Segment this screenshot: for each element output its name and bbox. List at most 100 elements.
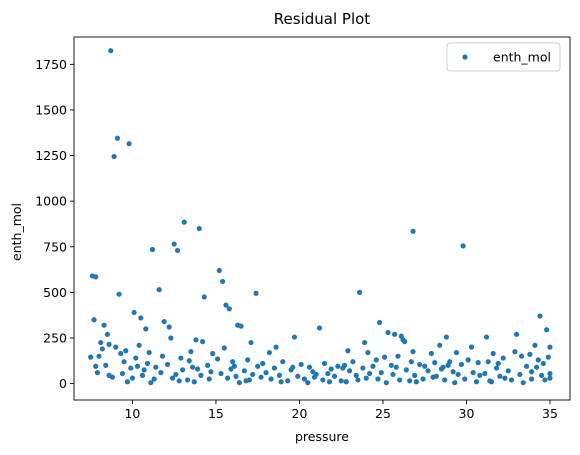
y-tick-label: 1250 bbox=[35, 148, 67, 163]
legend: enth_mol bbox=[446, 42, 561, 72]
data-point bbox=[250, 371, 256, 378]
data-point bbox=[199, 339, 206, 345]
data-point bbox=[96, 353, 102, 359]
data-point bbox=[462, 376, 468, 382]
data-point bbox=[173, 371, 179, 378]
data-point bbox=[547, 375, 553, 381]
data-point bbox=[230, 359, 236, 365]
data-point bbox=[508, 377, 515, 383]
data-point bbox=[502, 375, 508, 381]
data-point bbox=[470, 370, 476, 376]
data-point bbox=[410, 228, 416, 234]
data-point bbox=[361, 339, 368, 346]
data-point bbox=[114, 135, 121, 141]
data-point bbox=[290, 364, 296, 370]
data-point bbox=[138, 315, 144, 321]
data-point bbox=[465, 357, 471, 363]
data-point bbox=[166, 324, 172, 330]
data-point bbox=[373, 357, 379, 363]
data-point bbox=[346, 368, 353, 374]
data-point bbox=[402, 339, 408, 345]
data-point bbox=[205, 362, 211, 368]
y-tick-label: 250 bbox=[43, 330, 67, 345]
data-point bbox=[301, 376, 308, 382]
data-point bbox=[194, 366, 201, 372]
data-point bbox=[321, 360, 328, 367]
data-point bbox=[210, 350, 216, 357]
data-point bbox=[141, 367, 147, 373]
data-point bbox=[378, 370, 384, 376]
data-point bbox=[123, 348, 129, 354]
data-point bbox=[101, 322, 107, 328]
data-point bbox=[306, 364, 313, 370]
data-point bbox=[316, 325, 323, 331]
data-point bbox=[258, 374, 264, 380]
legend-marker bbox=[462, 54, 468, 60]
data-point bbox=[353, 372, 359, 378]
data-point bbox=[483, 334, 490, 340]
data-point bbox=[94, 370, 100, 376]
data-point bbox=[153, 364, 159, 370]
x-tick-label: 25 bbox=[375, 406, 391, 421]
data-point bbox=[528, 376, 535, 382]
data-point bbox=[248, 339, 254, 346]
data-point bbox=[134, 363, 141, 369]
data-point bbox=[188, 349, 194, 355]
data-point bbox=[482, 370, 488, 377]
data-point bbox=[108, 48, 114, 54]
data-point bbox=[370, 363, 376, 369]
data-point bbox=[537, 313, 543, 319]
data-point bbox=[126, 141, 132, 147]
data-point bbox=[473, 379, 480, 385]
y-axis-label: enth_mol bbox=[9, 203, 24, 261]
data-point bbox=[453, 349, 460, 356]
data-point bbox=[271, 365, 278, 371]
data-point bbox=[193, 337, 199, 343]
data-point bbox=[129, 375, 136, 381]
legend-label: enth_mol bbox=[493, 50, 551, 65]
data-point bbox=[518, 353, 525, 359]
chart-title: Residual Plot bbox=[274, 10, 371, 28]
data-point bbox=[528, 369, 535, 375]
data-point bbox=[148, 380, 154, 386]
x-tick-label: 30 bbox=[459, 406, 475, 421]
data-point bbox=[171, 241, 177, 247]
data-point bbox=[488, 379, 495, 385]
data-point bbox=[390, 371, 396, 378]
data-point bbox=[365, 349, 371, 356]
data-point bbox=[428, 350, 434, 357]
data-point bbox=[542, 377, 548, 383]
data-point bbox=[495, 360, 501, 367]
y-tick-label: 750 bbox=[43, 239, 67, 254]
data-point bbox=[220, 278, 226, 285]
data-point bbox=[455, 371, 461, 378]
data-point bbox=[477, 372, 483, 378]
data-point bbox=[450, 369, 456, 375]
data-point bbox=[345, 348, 351, 354]
plot-frame bbox=[73, 36, 571, 401]
data-point bbox=[512, 349, 518, 355]
data-point bbox=[475, 360, 481, 366]
data-point bbox=[547, 370, 553, 377]
data-point bbox=[413, 379, 419, 385]
x-tick-label: 10 bbox=[124, 406, 140, 421]
data-point bbox=[338, 378, 344, 384]
data-point bbox=[523, 363, 530, 369]
data-point bbox=[88, 354, 94, 360]
data-point bbox=[99, 346, 105, 352]
data-point bbox=[111, 153, 117, 160]
data-point bbox=[255, 363, 261, 369]
data-point bbox=[168, 335, 174, 341]
data-point bbox=[156, 287, 162, 293]
data-point bbox=[500, 355, 506, 361]
data-point bbox=[146, 349, 152, 356]
data-point bbox=[505, 368, 511, 374]
data-point bbox=[417, 361, 423, 368]
data-point bbox=[305, 380, 311, 386]
data-point bbox=[161, 318, 167, 325]
data-point bbox=[128, 365, 134, 371]
data-point bbox=[106, 341, 112, 347]
data-point bbox=[493, 365, 500, 371]
data-point bbox=[540, 360, 546, 367]
